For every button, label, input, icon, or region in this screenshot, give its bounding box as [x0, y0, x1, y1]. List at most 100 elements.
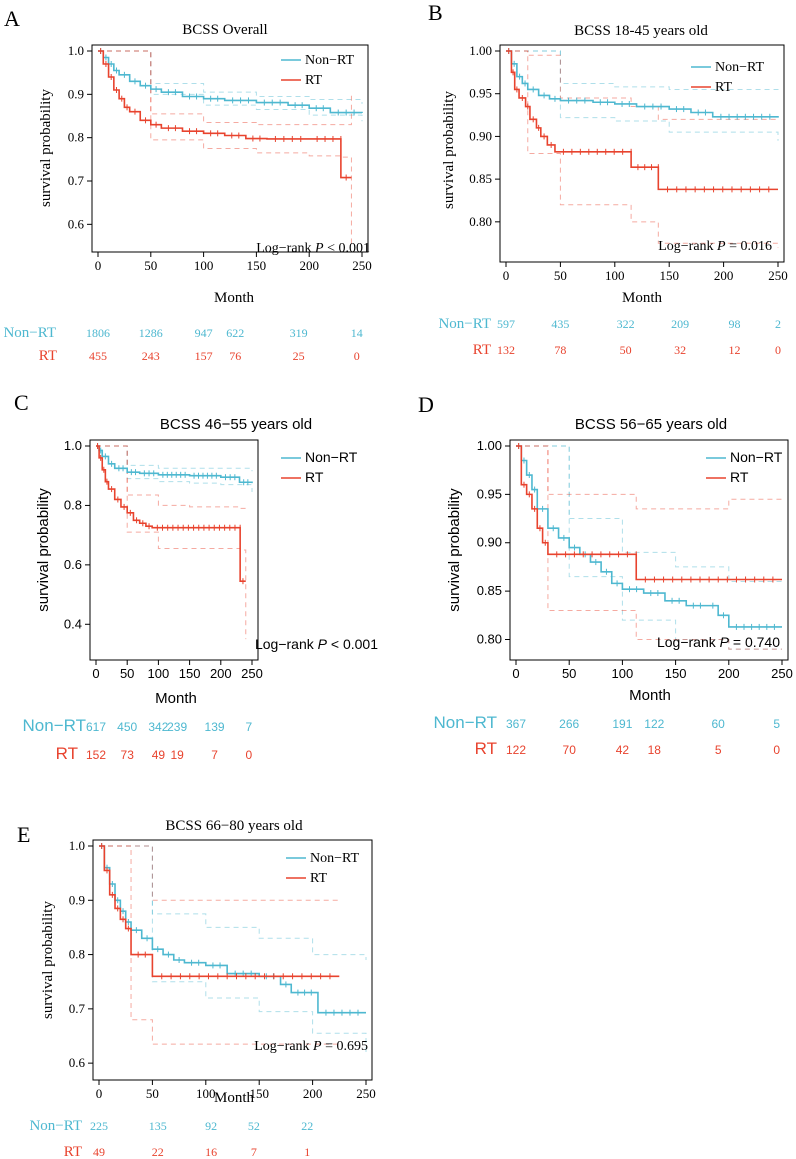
y-tick-label: 0.9	[69, 892, 85, 907]
risk-count-non-rt: 225	[90, 1119, 108, 1133]
x-tick-label: 100	[612, 666, 634, 681]
legend: Non−RT RT	[281, 449, 358, 485]
log-rank-value: = 0.016	[726, 239, 772, 254]
x-tick-label: 0	[95, 258, 102, 273]
x-tick-label: 100	[605, 268, 625, 283]
plot-frame	[91, 44, 369, 253]
log-rank-prefix: Log−rank	[255, 636, 318, 652]
risk-table: Non−RT RT 597 132 435 78 322 50 209 32 98 12 2 0	[438, 316, 781, 358]
ci-band-rt-lower	[516, 445, 782, 650]
risk-label-non-rt: Non−RT	[29, 1118, 82, 1134]
risk-count-rt: 132	[497, 343, 515, 357]
y-tick-label: 0.7	[68, 173, 85, 188]
log-rank-p: P	[720, 634, 730, 650]
risk-count-non-rt: 1286	[139, 326, 163, 340]
log-rank-value: = 0.740	[729, 634, 780, 650]
risk-count-non-rt: 622	[226, 326, 244, 340]
plot-area	[99, 843, 367, 1053]
y-tick-label: 1.0	[69, 838, 85, 853]
curve-rt	[516, 445, 782, 581]
y-tick-label: 0.4	[64, 616, 82, 631]
y-tick-label: 0.6	[64, 557, 82, 572]
ci-band-non-rt-lower	[96, 445, 253, 493]
risk-count-non-rt: 239	[167, 720, 187, 734]
y-tick-label: 0.8	[68, 130, 84, 145]
log-rank-p: P	[716, 239, 726, 254]
risk-count-non-rt: 60	[711, 717, 725, 731]
risk-count-rt: 22	[152, 1145, 164, 1159]
risk-label-rt: RT	[64, 1144, 82, 1159]
log-rank-p: P	[318, 636, 328, 652]
ci-band-non-rt-upper	[98, 50, 363, 104]
x-tick-label: 150	[179, 666, 201, 681]
y-tick-label: 0.6	[68, 216, 85, 231]
log-rank-value: < 0.001	[327, 636, 378, 652]
risk-count-non-rt: 209	[671, 317, 689, 331]
y-tick-label: 1.00	[477, 438, 502, 453]
panel-letter: D	[418, 392, 434, 417]
ci-band-rt-upper	[99, 845, 340, 901]
risk-count-non-rt: 266	[559, 717, 579, 731]
legend-label-rt: RT	[305, 73, 322, 88]
y-tick-label: 0.85	[477, 583, 502, 598]
risk-count-rt: 19	[170, 748, 184, 762]
risk-count-rt: 7	[251, 1145, 257, 1159]
x-tick-label: 250	[771, 666, 793, 681]
y-tick-label: 0.95	[469, 86, 492, 101]
ci-band-rt-upper	[98, 50, 352, 126]
x-tick-label: 0	[92, 666, 99, 681]
y-axis-label: survival probability	[40, 901, 56, 1019]
risk-label-rt: RT	[56, 744, 78, 763]
x-axis-label: Month	[155, 690, 197, 707]
y-tick-label: 0.7	[69, 1001, 86, 1016]
y-tick-label: 1.0	[68, 43, 84, 58]
x-tick-label: 250	[352, 258, 372, 273]
y-tick-label: 1.0	[64, 438, 82, 453]
chart-title: BCSS 18-45 years old	[574, 23, 708, 39]
log-rank-annotation: Log−rank P = 0.016	[658, 239, 772, 254]
ci-band-non-rt-lower	[516, 445, 782, 650]
risk-count-non-rt: 450	[117, 720, 137, 734]
risk-count-rt: 5	[715, 743, 722, 757]
risk-count-non-rt: 191	[612, 717, 632, 731]
panel-letter: E	[17, 822, 30, 847]
legend-label-non-rt: Non−RT	[730, 449, 783, 465]
log-rank-prefix: Log−rank	[254, 1039, 313, 1054]
plot-frame	[92, 839, 373, 1081]
log-rank-prefix: Log−rank	[657, 634, 720, 650]
risk-count-non-rt: 98	[728, 317, 740, 331]
ci-band-non-rt-upper	[506, 50, 779, 94]
y-tick-label: 1.00	[469, 43, 492, 58]
x-axis-label: Month	[629, 687, 671, 704]
x-tick-label: 150	[665, 666, 687, 681]
risk-count-rt: 0	[246, 748, 253, 762]
ci-band-rt-upper	[506, 50, 778, 120]
risk-count-non-rt: 52	[248, 1119, 260, 1133]
y-axis-label: survival probability	[446, 488, 463, 612]
y-tick-label: 0.90	[477, 535, 502, 550]
x-tick-label: 50	[144, 258, 157, 273]
plot-frame	[89, 439, 259, 661]
plot-area	[506, 48, 779, 248]
ci-band-non-rt-lower	[99, 845, 367, 1053]
chart-title: BCSS 66−80 years old	[165, 818, 303, 834]
risk-table: Non−RT RT 367 122 266 70 191 42 122 18 60 5 5 0	[434, 713, 781, 758]
plot-area	[96, 443, 253, 640]
x-tick-label: 150	[247, 258, 267, 273]
y-tick-label: 0.90	[469, 128, 492, 143]
chart-title: BCSS 46−55 years old	[160, 416, 312, 433]
legend: Non−RT RT	[281, 53, 355, 88]
log-rank-prefix: Log−rank	[658, 239, 717, 254]
curve-non-rt	[516, 445, 782, 628]
risk-count-rt: 49	[152, 748, 166, 762]
y-tick-label: 0.8	[64, 497, 82, 512]
risk-count-rt: 42	[616, 743, 630, 757]
panel-c: C BCSS 46−55 years old 0 50 100 150 200 250 0.4 0…	[14, 390, 378, 763]
panel-e: E BCSS 66−80 years old 0 50 100 150 200 250 0.6 0…	[17, 818, 376, 1159]
ci-band-non-rt-lower	[98, 50, 363, 122]
x-tick-label: 200	[210, 666, 232, 681]
plot-frame	[499, 44, 785, 263]
legend: Non−RT RT	[691, 60, 765, 95]
